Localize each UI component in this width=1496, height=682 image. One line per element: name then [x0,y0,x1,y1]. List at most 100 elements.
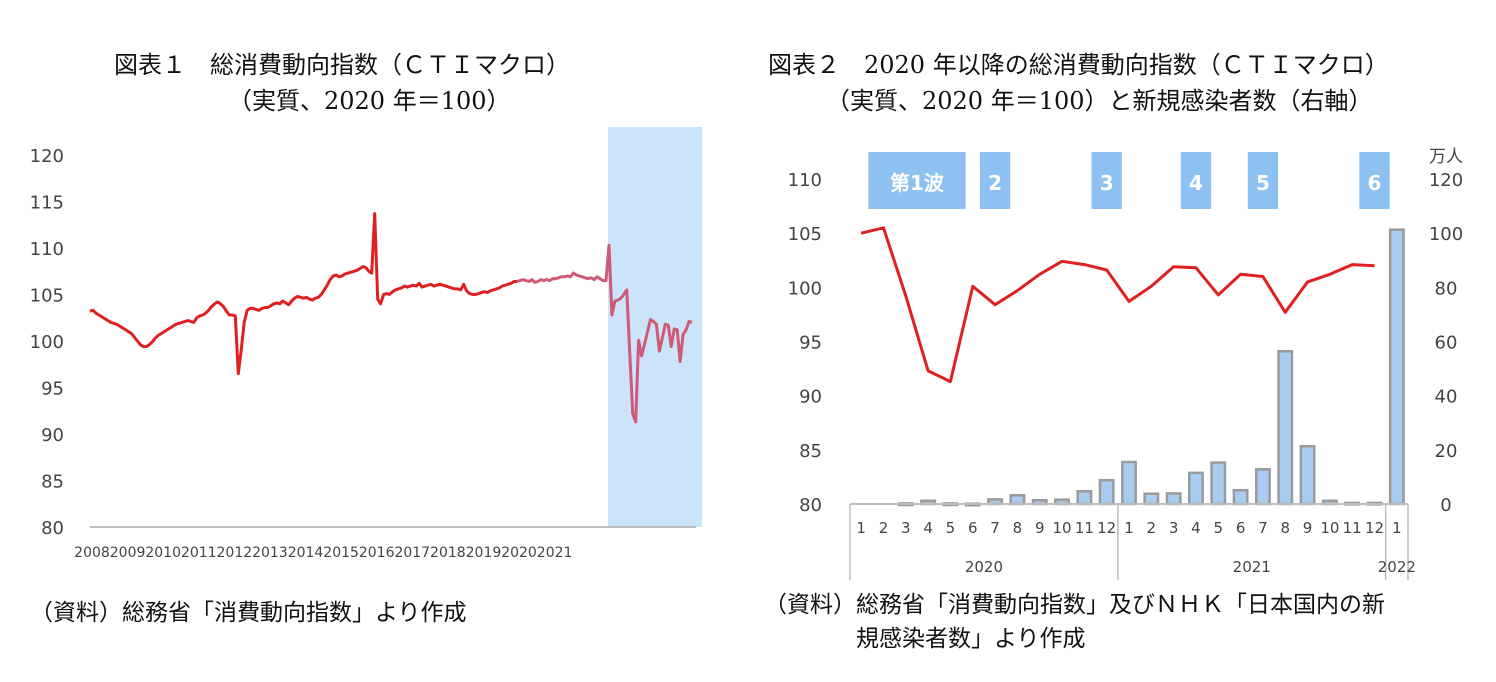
chart2-bar [1254,468,1271,506]
chart2-bar [1098,478,1115,506]
chart2-right-tick-label: 20 [1435,441,1458,462]
chart2-year-label: 2022 [1378,558,1416,576]
chart1-y-tick-label: 115 [30,193,64,214]
chart2-wave-box [1091,152,1122,209]
chart2-bar [1009,494,1026,506]
chart2-month-label: 12 [1097,519,1116,537]
chart2-bar [1388,228,1405,506]
chart2-month-label: 2 [1147,519,1157,537]
chart2-wave-text: 3 [1100,171,1114,195]
chart1-y-tick-label: 110 [30,239,64,260]
chart1-y-tick-label: 100 [30,332,64,353]
chart1-source-note: （資料）総務省「消費動向指数」より作成 [30,600,467,626]
chart2-left-tick-label: 85 [799,441,822,462]
chart1-y-tick-label: 105 [30,286,64,307]
chart2-bar [1188,471,1204,506]
chart2-wave-text: 6 [1368,171,1382,195]
chart2-month-label: 2 [879,519,889,537]
chart1-y-tick-label: 120 [30,146,64,167]
chart2-bar [1121,460,1137,506]
chart2-bar [1277,350,1294,506]
chart2-month-label: 6 [1236,519,1246,537]
chart2-month-label: 1 [1392,519,1402,537]
chart2-month-label: 6 [968,519,978,537]
chart2-right-axis-unit: 万人 [1429,147,1463,167]
chart2-month-label: 11 [1343,519,1362,537]
chart2-month-label: 7 [990,519,1000,537]
chart2-year-label: 2020 [965,558,1003,576]
chart2-month-label: 10 [1320,519,1339,537]
chart2-right-tick-label: 120 [1429,170,1463,191]
chart2-bar [1232,488,1249,506]
chart1-x-tick-label: 2020 [501,545,537,561]
chart2-wave-text: 4 [1189,171,1203,195]
chart1-x-tick-label: 2018 [430,545,466,561]
chart2-month-label: 9 [1035,519,1045,537]
chart2-left-tick-label: 95 [799,333,822,354]
chart2-left-tick-label: 100 [788,278,822,299]
chart2-month-label: 8 [1280,519,1290,537]
chart1-series-line [89,212,517,376]
chart2-bar [1143,492,1160,506]
chart2-month-label: 7 [1258,519,1268,537]
chart2-month-label: 3 [901,519,911,537]
chart2-source-note-line2: 規感染者数」より作成 [856,626,1086,652]
chart2-right-tick-label: 100 [1429,224,1463,245]
chart1-title-line1: 図表１ 総消費動向指数（ＣＴＩマクロ） [114,51,570,79]
chart1-x-tick-label: 2015 [323,545,359,561]
chart2-month-label: 9 [1303,519,1313,537]
chart1-title-line2: （実質、2020 年＝100） [228,87,511,115]
chart2-month-label: 5 [1214,519,1224,537]
chart1-x-tick-label: 2021 [537,545,573,561]
chart1-y-tick-label: 95 [41,379,64,400]
chart2-wave-label: 6 [1359,152,1390,209]
chart2-right-tick-label: 40 [1435,387,1458,408]
chart2-wave-text: 2 [988,171,1002,195]
chart2-wave-label: 4 [1180,152,1212,209]
chart2-wave-label: 第1波 [868,152,966,209]
chart2-wave-label: 2 [979,152,1011,209]
chart2-month-label: 11 [1075,519,1094,537]
chart1-y-tick-label: 80 [41,518,64,539]
chart2-wave-box [868,152,966,209]
chart2-wave-label: 3 [1091,152,1122,209]
chart2-left-tick-label: 105 [788,224,822,245]
chart2-title-line1: 図表２ 2020 年以降の総消費動向指数（ＣＴＩマクロ） [768,51,1389,79]
chart1-x-tick-label: 2017 [394,545,430,561]
chart2-left-tick-label: 90 [799,387,822,408]
chart1-x-tick-label: 2010 [145,545,181,561]
chart2-right-tick-label: 0 [1440,495,1451,516]
chart2-month-label: 1 [856,519,866,537]
chart2-wave-box [1247,152,1279,209]
chart2-wave-text: 5 [1256,171,1270,195]
chart2-wave-text: 第1波 [890,171,945,195]
chart1-x-tick-label: 2009 [110,545,146,561]
chart2-month-label: 4 [1191,519,1201,537]
chart2-month-label: 12 [1365,519,1384,537]
chart2-source-note-line1: （資料）総務省「消費動向指数」及びＮＨＫ「日本国内の新 [764,592,1385,618]
chart1-x-tick-label: 2008 [74,545,110,561]
chart2-bar [1076,490,1093,506]
chart2-wave-box [1180,152,1212,209]
chart2-left-tick-label: 110 [788,170,822,191]
chart1-x-tick-label: 2016 [359,545,395,561]
chart1-x-tick-label: 2014 [288,545,324,561]
chart1-y-tick-label: 90 [41,425,64,446]
chart2-month-label: 1 [1124,519,1134,537]
chart2-year-label: 2021 [1233,558,1271,576]
chart2-title-line2: （実質、2020 年＝100）と新規感染者数（右軸） [826,87,1373,115]
chart2-right-tick-label: 80 [1435,278,1458,299]
chart2-bar [1299,445,1316,506]
chart2-month-label: 8 [1013,519,1023,537]
chart2-bar [1165,492,1182,506]
chart2-wave-box [979,152,1011,209]
chart2-month-label: 10 [1052,519,1071,537]
chart2-left-tick-label: 80 [799,495,822,516]
chart2-right-tick-label: 60 [1435,333,1458,354]
chart1-x-tick-label: 2011 [181,545,217,561]
chart1-x-tick-label: 2012 [217,545,253,561]
chart2-series-line [860,226,1375,384]
chart2-wave-label: 5 [1247,152,1279,209]
